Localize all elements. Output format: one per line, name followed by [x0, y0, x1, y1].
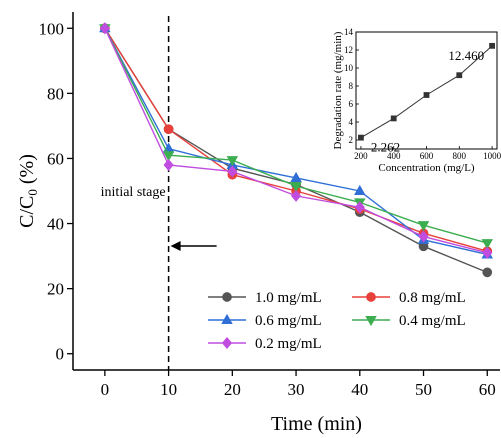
legend-entry: 0.2 mg/mL [208, 336, 322, 352]
x-axis-title: Time (min) [271, 413, 362, 435]
inset-y-tick-label: 12 [344, 45, 353, 55]
y-tick-label: 80 [47, 84, 64, 103]
inset-annotation-min: 2.262 [371, 140, 400, 155]
legend-label: 0.8 mg/mL [399, 290, 466, 306]
legend-marker [221, 336, 233, 350]
y-axis-title: C/C0 (%) [16, 154, 40, 228]
x-tick-label: 40 [351, 380, 368, 399]
data-point [290, 171, 302, 182]
inset-plot: 200 400 600 800 1000 2 4 6 8 10 12 14 Concentration … [332, 27, 501, 174]
x-tick-label: 60 [479, 380, 496, 399]
initial-stage-label: initial stage [101, 185, 166, 200]
data-point [482, 246, 493, 259]
inset-x-tick-label: 200 [354, 151, 368, 161]
inset-y-tick-label: 10 [344, 63, 354, 73]
inset-annotation-max: 12.460 [448, 48, 484, 63]
inset-y-tick-label: 14 [344, 27, 354, 37]
data-point [163, 158, 174, 172]
inset-y-tick-label: 8 [349, 81, 354, 91]
data-point [354, 184, 366, 196]
y-tick-label: 100 [39, 19, 65, 38]
legend-label: 1.0 mg/mL [255, 290, 322, 306]
y-axis-title-main: C/C [16, 196, 38, 228]
legend-marker [222, 292, 232, 302]
data-point [226, 156, 239, 167]
inset-data-point [390, 115, 397, 122]
data-point [291, 189, 302, 202]
legend-marker [221, 313, 233, 325]
legend-label: 0.4 mg/mL [399, 313, 466, 329]
data-point [290, 182, 302, 193]
inset-y-axis-title: Degradation rate (mg/min) [332, 31, 344, 149]
inset-data-point [423, 92, 430, 98]
legend-label: 0.6 mg/mL [255, 313, 322, 329]
arrow-head [170, 241, 181, 251]
data-point [481, 239, 493, 250]
y-tick-label: 60 [47, 149, 64, 168]
inset-y-tick-label: 6 [349, 99, 354, 109]
x-tick-label: 30 [288, 380, 305, 399]
x-tick-label: 0 [101, 380, 110, 399]
inset-frame [355, 31, 498, 150]
y-axis-title-unit: (%) [16, 154, 38, 189]
data-point [354, 201, 365, 214]
inset-data-point [456, 72, 463, 79]
inset-y-tick-label: 2 [349, 135, 354, 145]
inset-x-axis-title: Concentration (mg/L) [378, 162, 475, 174]
inset-data-point [489, 42, 495, 49]
inset-y-tick-label: 4 [349, 117, 354, 127]
legend-marker [366, 292, 376, 302]
data-point [482, 267, 493, 278]
y-tick-label: 20 [47, 280, 64, 299]
x-tick-label: 50 [415, 380, 432, 399]
legend-entry: 1.0 mg/mL [208, 290, 322, 306]
legend-marker [365, 315, 377, 327]
data-point [418, 230, 429, 243]
legend-entry: 0.8 mg/mL [352, 290, 466, 306]
y-axis-title-sub: 0 [25, 189, 40, 196]
inset-data-point [358, 134, 364, 141]
inset-x-tick-label: 800 [453, 151, 467, 161]
series-4 [99, 22, 493, 259]
legend: 1.0 mg/mL 0.8 mg/mL 0.6 mg/mL 0.4 mg/mL 0.2 … [208, 290, 466, 352]
x-tick-label: 20 [224, 380, 241, 399]
inset-x-tick-label: 600 [420, 151, 434, 161]
y-tick-label: 0 [56, 345, 65, 364]
inset-x-tick-label: 400 [387, 151, 401, 161]
data-point [163, 124, 174, 135]
inset-x-tick-label: 1000 [483, 151, 501, 161]
legend-label: 0.2 mg/mL [255, 336, 322, 352]
data-point [417, 221, 430, 232]
legend-entry: 0.6 mg/mL [208, 313, 322, 329]
data-point [162, 151, 175, 162]
data-point [99, 22, 110, 35]
data-point [227, 165, 238, 178]
x-tick-label: 10 [160, 380, 177, 399]
legend-entry: 0.4 mg/mL [352, 313, 466, 329]
y-tick-label: 40 [47, 215, 64, 234]
